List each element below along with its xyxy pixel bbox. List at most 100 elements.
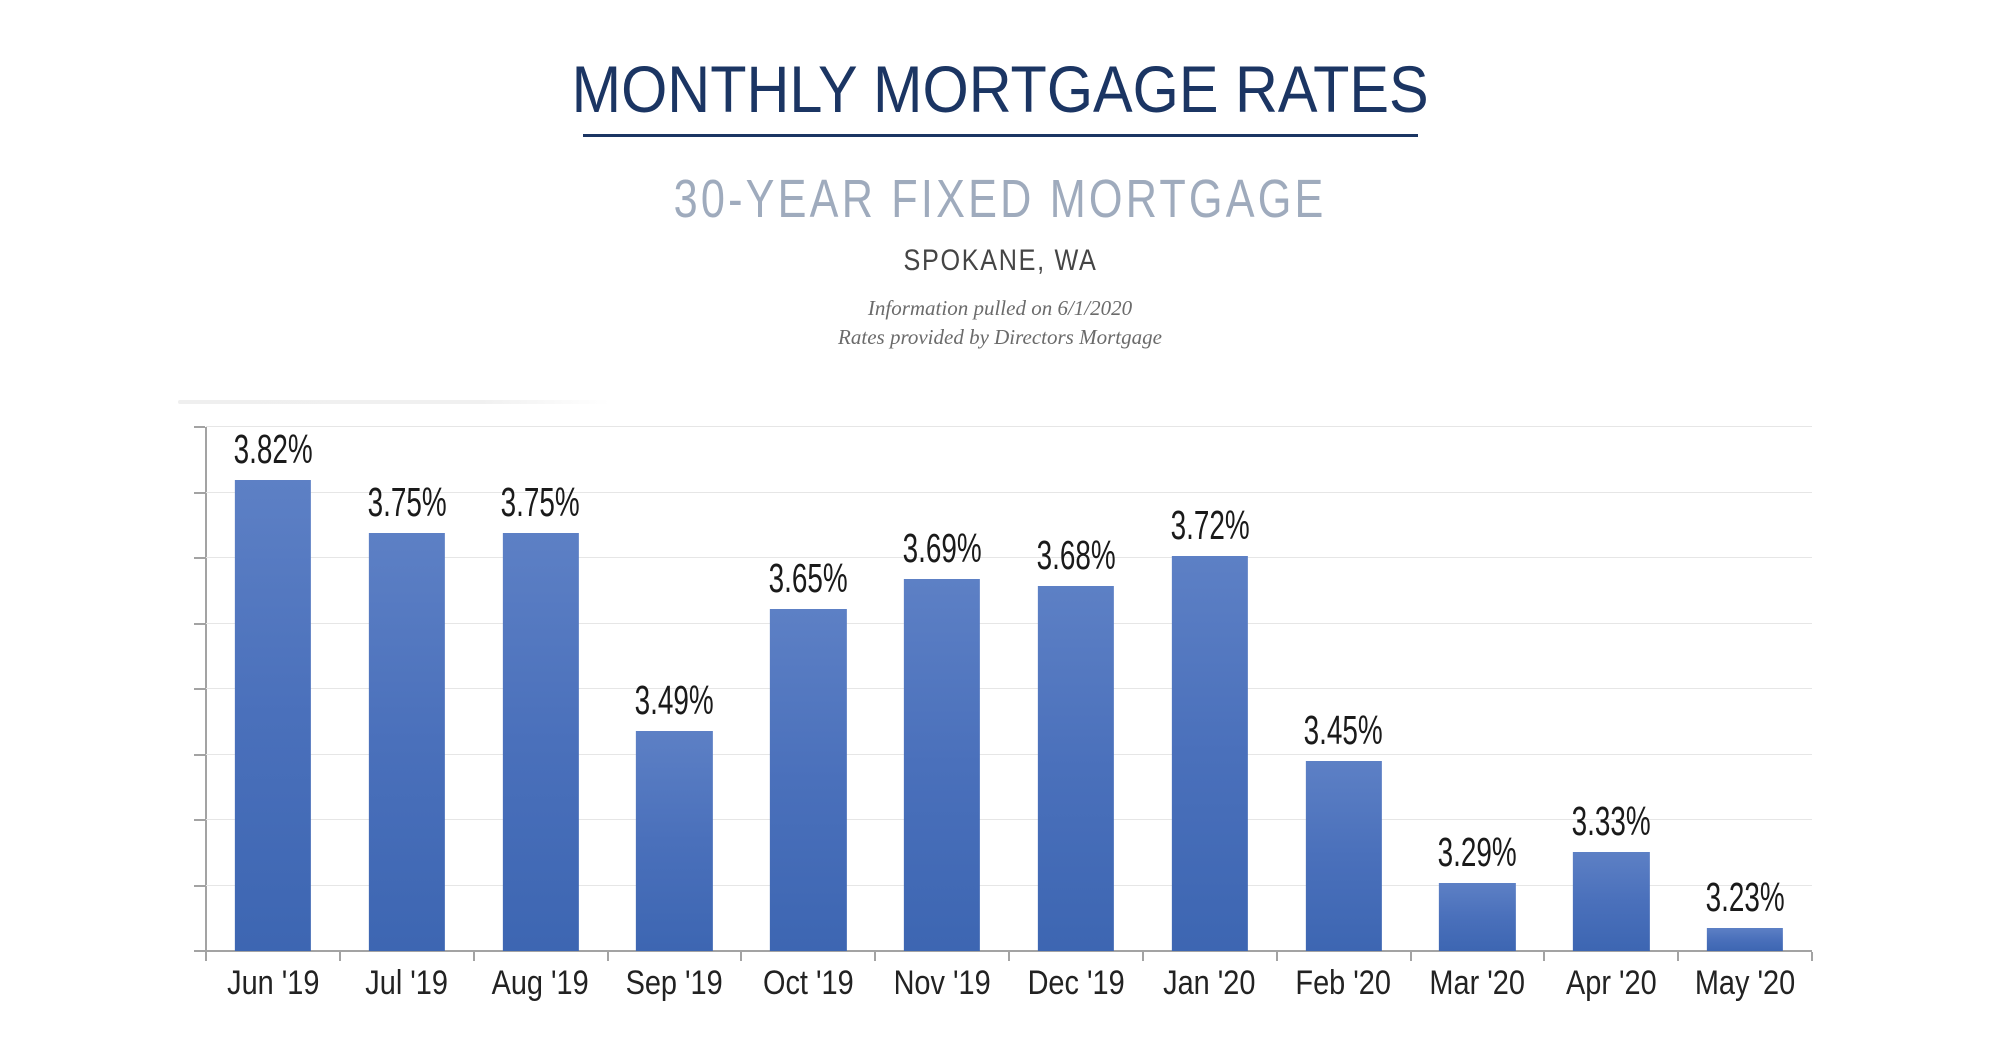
- x-axis-label: Apr '20: [1544, 966, 1678, 1000]
- x-axis-tick: [1409, 952, 1412, 961]
- bar-value-label: 3.23%: [1611, 877, 1879, 918]
- x-axis-label: May '20: [1678, 966, 1812, 1000]
- bar-value-label: 3.69%: [808, 524, 1076, 571]
- page-title: MONTHLY MORTGAGE RATES: [0, 56, 2000, 122]
- bar: [1439, 882, 1516, 951]
- bar-value-label: 3.82%: [139, 429, 407, 470]
- y-axis-tick: [194, 884, 205, 887]
- x-axis-tick: [874, 952, 877, 961]
- bar-slot: 3.49%: [608, 427, 742, 951]
- bar: [903, 578, 981, 951]
- x-axis-label-text: Oct '19: [762, 964, 854, 1002]
- note-rates-source: Rates provided by Directors Mortgage: [838, 325, 1162, 350]
- x-axis-label: Jun '19: [206, 966, 340, 1000]
- x-axis-line: [205, 950, 1812, 952]
- bar-slot: 3.65%: [741, 427, 875, 951]
- bar-value-text: 3.82%: [233, 426, 313, 473]
- gridline: [206, 491, 1812, 493]
- x-axis-tick: [1811, 952, 1813, 961]
- bar: [1573, 852, 1650, 951]
- x-axis-label-text: Jan '20: [1163, 964, 1256, 1002]
- bar: [636, 730, 713, 951]
- gridline: [206, 884, 1812, 886]
- y-axis-line: [205, 427, 207, 960]
- location-label: SPOKANE, WA: [0, 246, 2000, 276]
- page-title-text: MONTHLY MORTGAGE RATES: [571, 52, 1429, 126]
- x-axis-tick: [1275, 952, 1278, 961]
- bar-value-text: 3.69%: [902, 524, 982, 571]
- x-axis-label: Feb '20: [1277, 966, 1411, 1000]
- bar-value-label: 3.75%: [273, 482, 541, 523]
- bar-slot: 3.75%: [340, 427, 474, 951]
- gridline: [206, 819, 1812, 820]
- bar-slot: 3.29%: [1411, 427, 1545, 951]
- x-axis-tick: [1008, 952, 1010, 961]
- bar-slot: 3.45%: [1277, 427, 1411, 951]
- bar-slot: 3.68%: [1009, 427, 1143, 951]
- x-axis-label-text: Dec '19: [1027, 964, 1125, 1002]
- gridline: [206, 688, 1812, 689]
- bar-slot: 3.75%: [474, 427, 608, 951]
- y-axis-tick: [194, 688, 205, 690]
- bar-slot: 3.33%: [1544, 427, 1678, 951]
- x-axis-tick: [740, 952, 743, 961]
- x-axis-label: Jul '19: [340, 966, 474, 1000]
- bar: [234, 480, 312, 951]
- bar-value-text: 3.23%: [1705, 874, 1785, 921]
- x-axis-label-text: Feb '20: [1295, 964, 1392, 1002]
- x-axis-label: Nov '19: [875, 966, 1009, 1000]
- x-axis-label: Oct '19: [741, 966, 875, 1000]
- bar-value-text: 3.72%: [1170, 502, 1250, 549]
- gridline: [206, 622, 1812, 624]
- location-label-text: SPOKANE, WA: [903, 244, 1097, 277]
- x-axis-label-text: Mar '20: [1429, 964, 1526, 1002]
- bar-value-text: 3.75%: [501, 479, 581, 526]
- x-axis-tick: [606, 952, 609, 961]
- x-axis-label: Mar '20: [1410, 966, 1544, 1000]
- y-axis-tick: [194, 622, 205, 625]
- bar: [1171, 556, 1248, 951]
- x-axis-label-text: May '20: [1694, 964, 1796, 1002]
- x-axis-label-text: Sep '19: [625, 964, 723, 1002]
- bar-value-label: 3.29%: [1344, 828, 1612, 875]
- title-underline: [582, 134, 1418, 137]
- y-axis-tick: [194, 557, 205, 559]
- bar-slot: 3.69%: [875, 427, 1009, 951]
- bar-value-text: 3.33%: [1571, 798, 1651, 845]
- x-axis-tick: [472, 952, 475, 961]
- bar-value-text: 3.75%: [367, 479, 447, 526]
- x-axis-label: Sep '19: [607, 966, 741, 1000]
- plot-area: 3.82% 3.75% 3.75% 3.49% 3.65% 3.69% 3.68% 3.72%…: [194, 426, 1813, 961]
- bar-value-text: 3.29%: [1437, 828, 1517, 875]
- bar-value-text: 3.45%: [1304, 707, 1384, 754]
- x-axis-label: Aug '19: [474, 966, 608, 1000]
- gridline: [206, 426, 1812, 427]
- x-axis-tick: [1141, 952, 1144, 961]
- gridline: [206, 753, 1812, 755]
- bar-value-label: 3.45%: [1210, 710, 1478, 751]
- bar-slot: 3.82%: [206, 427, 340, 951]
- bar: [502, 533, 579, 951]
- x-axis-label-text: Aug '19: [492, 964, 590, 1002]
- gridline: [206, 557, 1812, 558]
- bar: [1037, 586, 1115, 951]
- bar-value-text: 3.68%: [1036, 532, 1116, 579]
- bar-slot: 3.72%: [1143, 427, 1277, 951]
- x-axis-tick: [338, 952, 341, 961]
- x-axis-labels: Jun '19 Jul '19 Aug '19 Sep '19 Oct '19 Nov '…: [206, 966, 1812, 1000]
- chart-subtitle-text: 30-YEAR FIXED MORTGAGE: [673, 169, 1327, 229]
- x-axis-label-text: Jul '19: [365, 964, 449, 1002]
- y-axis-tick: [194, 753, 205, 756]
- bar-value-label: 3.72%: [1076, 505, 1344, 546]
- x-axis-tick: [1543, 952, 1546, 961]
- y-axis-tick: [194, 426, 205, 428]
- x-axis-label: Jan '20: [1143, 966, 1277, 1000]
- x-axis-label-text: Jun '19: [226, 964, 320, 1002]
- bar-value-label: 3.68%: [942, 535, 1210, 576]
- bar-slot: 3.23%: [1678, 427, 1812, 951]
- bar: [368, 533, 445, 951]
- x-axis-label: Dec '19: [1009, 966, 1143, 1000]
- chart-header: MONTHLY MORTGAGE RATES 30-YEAR FIXED MOR…: [0, 0, 2000, 349]
- bar-value-text: 3.49%: [634, 676, 714, 723]
- bar-value-label: 3.65%: [674, 558, 942, 599]
